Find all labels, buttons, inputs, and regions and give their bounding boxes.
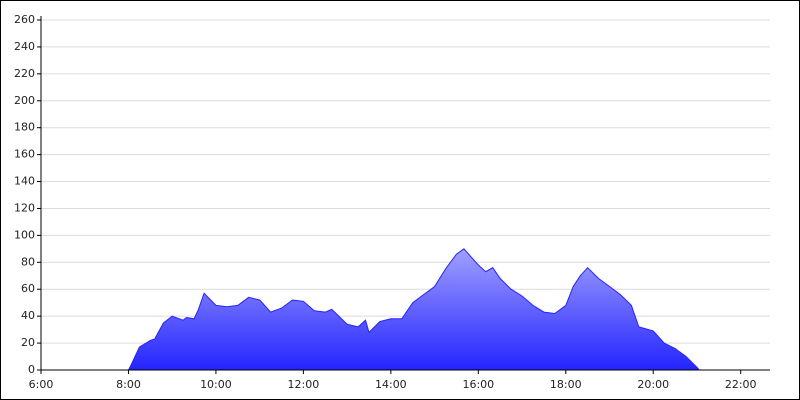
x-tick-label: 20:00 [637,378,669,391]
y-tick-label: 260 [14,13,35,26]
y-tick-label: 180 [14,121,35,134]
y-tick-label: 0 [28,363,35,376]
y-tick-label: 140 [14,175,35,188]
y-tick-label: 20 [21,336,35,349]
x-tick-label: 10:00 [200,378,232,391]
y-tick-label: 60 [21,282,35,295]
y-tick-label: 120 [14,201,35,214]
y-tick-label: 240 [14,40,35,53]
x-tick-label: 16:00 [462,378,494,391]
y-tick-label: 200 [14,94,35,107]
x-tick-label: 18:00 [550,378,582,391]
x-tick-label: 6:00 [29,378,54,391]
y-tick-label: 100 [14,228,35,241]
y-tick-label: 40 [21,309,35,322]
x-tick-label: 22:00 [725,378,757,391]
y-tick-label: 160 [14,148,35,161]
y-tick-label: 220 [14,67,35,80]
x-tick-label: 14:00 [375,378,407,391]
x-tick-label: 12:00 [288,378,320,391]
y-tick-label: 80 [21,255,35,268]
area [128,248,701,371]
x-tick-label: 8:00 [116,378,141,391]
